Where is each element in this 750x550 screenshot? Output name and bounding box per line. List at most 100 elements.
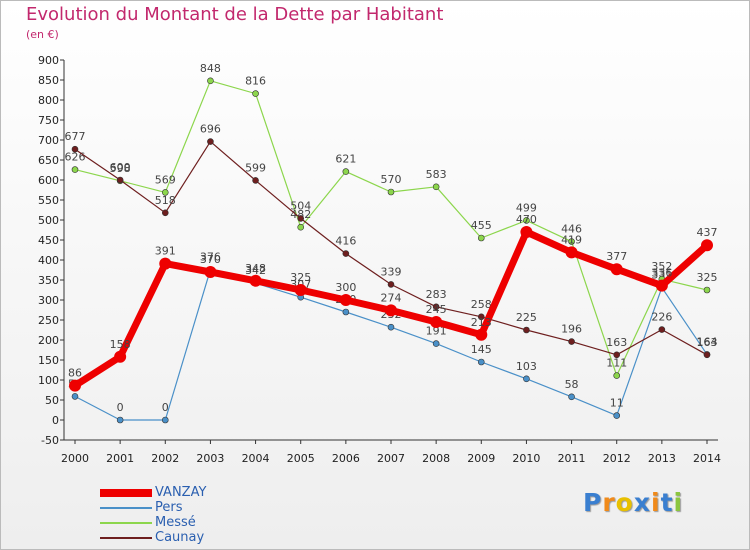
data-point	[342, 308, 350, 316]
data-label: 848	[200, 62, 221, 75]
data-point	[430, 316, 443, 328]
data-point	[701, 239, 713, 252]
x-tick-label: 2013	[648, 452, 676, 465]
data-label: 325	[290, 271, 311, 284]
data-label: 391	[155, 245, 176, 258]
data-label: 348	[245, 262, 266, 275]
logo-letter: r	[602, 488, 616, 517]
data-label: 416	[335, 235, 356, 248]
x-tick-label: 2007	[377, 452, 405, 465]
data-label: 58	[565, 378, 579, 391]
data-point	[655, 279, 668, 292]
data-point	[477, 358, 485, 366]
data-point	[613, 351, 621, 359]
data-point	[159, 257, 172, 270]
y-tick-label: 550	[38, 194, 59, 207]
data-label: 283	[426, 288, 447, 301]
y-tick-label: 350	[38, 274, 59, 287]
x-tick-label: 2008	[422, 452, 450, 465]
legend-swatch-messe	[100, 522, 152, 524]
data-point	[703, 351, 711, 359]
data-label: 163	[697, 336, 718, 349]
data-point	[387, 281, 395, 288]
data-label: 0	[162, 401, 169, 414]
y-tick-label: 800	[38, 94, 59, 107]
data-label: 145	[471, 343, 492, 356]
legend-swatch-pers	[100, 507, 152, 509]
data-point	[658, 326, 666, 333]
data-label: 626	[65, 151, 86, 164]
logo-letter: t	[660, 488, 674, 517]
data-point	[161, 209, 169, 217]
x-tick-label: 2000	[61, 452, 89, 465]
data-point	[342, 250, 350, 257]
legend-swatch-caunay	[100, 537, 152, 539]
y-tick-label: -50	[41, 434, 59, 447]
logo-letter: i	[673, 488, 684, 517]
data-label: 499	[516, 201, 537, 214]
y-tick-label: 200	[38, 334, 59, 347]
data-point	[432, 183, 440, 191]
y-tick-label: 250	[38, 314, 59, 327]
data-point	[71, 145, 79, 153]
data-label: 419	[561, 233, 582, 246]
data-label: 103	[516, 360, 537, 373]
data-point	[523, 375, 530, 383]
data-label: 163	[606, 336, 627, 349]
data-label: 0	[117, 401, 124, 414]
data-label: 245	[426, 303, 447, 316]
logo-letter: P	[583, 488, 603, 517]
data-label: 325	[697, 271, 718, 284]
data-point	[342, 168, 350, 175]
data-label: 518	[155, 194, 176, 207]
data-label: 455	[471, 219, 492, 232]
data-point	[161, 416, 169, 424]
data-label: 677	[65, 130, 86, 143]
y-tick-label: 50	[45, 394, 59, 407]
data-point	[387, 188, 395, 196]
y-tick-label: 150	[38, 354, 59, 367]
y-tick-label: 450	[38, 234, 59, 247]
data-label: 352	[651, 260, 672, 273]
data-label: 583	[426, 168, 447, 181]
x-tick-label: 2004	[242, 452, 270, 465]
legend-label-messe: Messé	[155, 515, 196, 530]
data-label: 446	[561, 223, 582, 236]
x-tick-label: 2012	[603, 452, 631, 465]
data-point	[703, 286, 711, 294]
x-tick-label: 2001	[106, 452, 134, 465]
y-tick-label: 0	[52, 414, 59, 427]
data-point	[475, 328, 488, 341]
data-point	[71, 166, 79, 173]
data-point	[387, 323, 395, 331]
data-label: 599	[245, 161, 266, 174]
x-tick-label: 2010	[512, 452, 540, 465]
data-point	[161, 189, 169, 196]
x-tick-label: 2006	[332, 452, 360, 465]
proxiti-logo: Proxiti	[583, 488, 683, 517]
data-point	[114, 350, 127, 363]
y-tick-label: 100	[38, 374, 59, 387]
data-point	[339, 294, 352, 306]
data-label: 158	[110, 338, 131, 351]
y-tick-label: 600	[38, 174, 59, 187]
data-label: 226	[651, 311, 672, 324]
x-tick-label: 2009	[467, 452, 495, 465]
data-point	[568, 338, 575, 345]
data-point	[477, 234, 485, 242]
data-label: 213	[471, 316, 492, 329]
data-point	[297, 215, 305, 222]
data-label: 336	[651, 267, 672, 280]
x-tick-label: 2014	[693, 452, 721, 465]
logo-letter: o	[615, 488, 634, 517]
data-point	[252, 90, 259, 97]
y-tick-label: 750	[38, 114, 59, 127]
data-label: 377	[606, 250, 627, 263]
data-label: 339	[381, 265, 402, 278]
data-point	[116, 176, 124, 184]
data-label: 370	[200, 253, 221, 266]
data-label: 470	[516, 213, 537, 226]
x-tick-label: 2005	[287, 452, 315, 465]
data-point	[116, 416, 124, 424]
